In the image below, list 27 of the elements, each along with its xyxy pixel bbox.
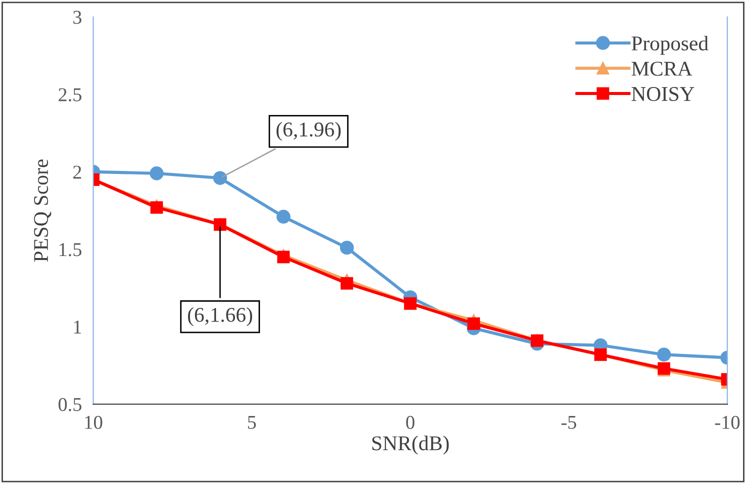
- legend-label: NOISY: [632, 87, 694, 102]
- point: [467, 317, 480, 330]
- x-tick-label: -5: [561, 416, 576, 429]
- point: [150, 166, 164, 180]
- point: [656, 348, 671, 362]
- y-tick-label: 0.5: [58, 398, 82, 412]
- point: [213, 171, 228, 185]
- x-axis-title: SNR(dB): [372, 436, 449, 455]
- point: [277, 250, 290, 264]
- x-tick-label: -10: [715, 416, 740, 429]
- annotation: (6,1.66): [188, 307, 252, 326]
- point: [276, 210, 290, 224]
- point: [340, 240, 354, 255]
- y-tick-label: 2: [73, 166, 82, 179]
- legend-label: MCRA: [632, 62, 692, 76]
- y-tick-label: 2.5: [58, 88, 82, 102]
- y-tick-label: 1: [74, 320, 81, 334]
- point: [340, 277, 354, 290]
- annotation: (6,1.96): [276, 122, 341, 141]
- y-tick-label: 1.5: [60, 243, 82, 256]
- point: [150, 201, 163, 214]
- x-tick-label: 0: [406, 416, 414, 429]
- x-tick-label: 5: [248, 416, 256, 429]
- x-tick-label: 10: [85, 416, 102, 429]
- legend-label: Proposed: [632, 36, 708, 55]
- y-axis-title: PESQ Score: [34, 159, 52, 262]
- y-tick-label: 3: [73, 10, 82, 24]
